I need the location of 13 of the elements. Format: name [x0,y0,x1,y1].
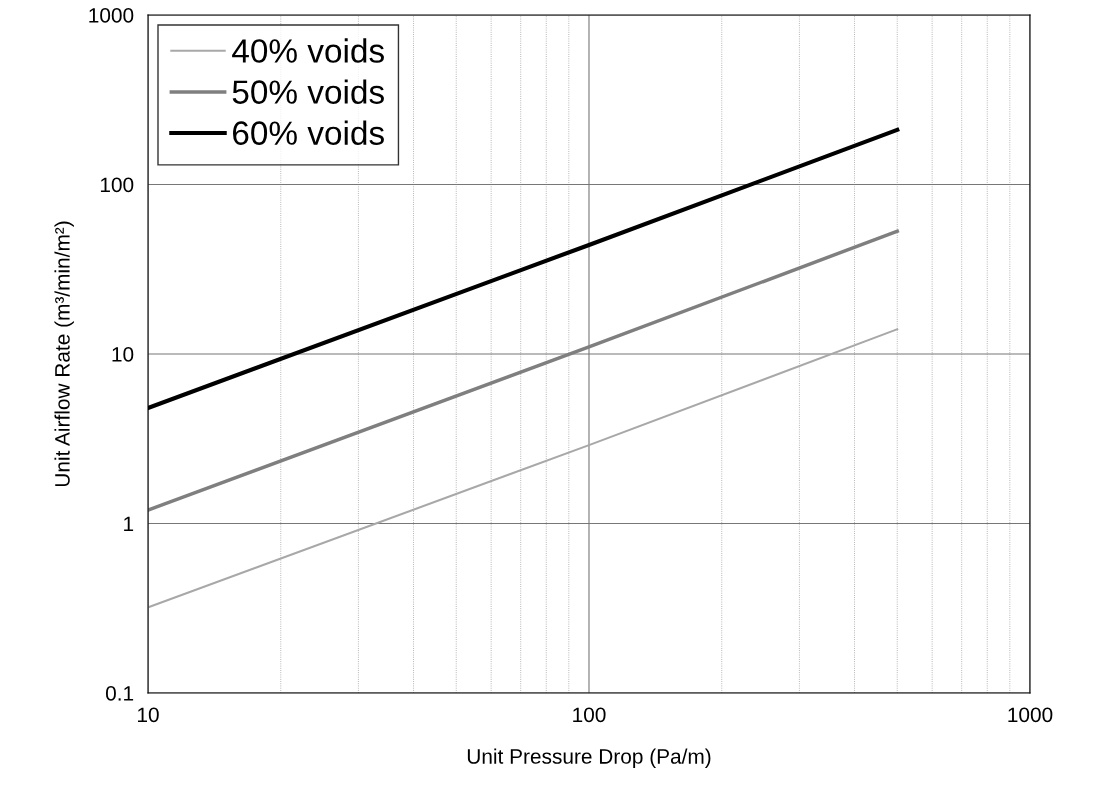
y-tick-label: 10 [112,347,134,362]
y-tick-label: 1 [124,516,134,532]
x-tick-label: 1000 [1008,707,1053,723]
y-tick-label: 100 [100,177,134,193]
y-axis-title: Unit Airflow Rate (m³/min/m²) [54,221,74,487]
x-axis-title: Unit Pressure Drop (Pa/m) [467,748,711,768]
x-tick-label: 10 [138,707,159,723]
legend-label: 50% voids [232,79,384,104]
y-tick-label: 1000 [89,8,134,23]
x-tick-label: 100 [573,707,606,723]
legend-label: 60% voids [233,120,384,145]
y-tick-label: 0.1 [105,686,134,701]
legend-label: 40% voids [232,38,384,63]
